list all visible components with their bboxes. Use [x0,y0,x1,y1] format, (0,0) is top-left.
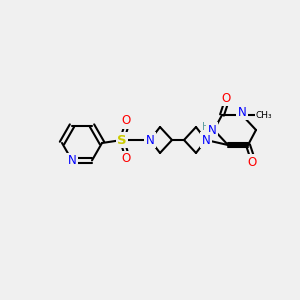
Text: N: N [68,154,76,167]
Text: N: N [208,124,216,136]
Text: N: N [238,106,246,118]
Text: O: O [248,155,256,169]
Text: O: O [221,92,231,104]
Text: CH₃: CH₃ [256,110,272,119]
Text: N: N [202,134,210,146]
Text: O: O [122,115,130,128]
Text: S: S [117,134,127,146]
Text: N: N [146,134,154,146]
Text: H: H [202,122,210,132]
Text: O: O [122,152,130,166]
